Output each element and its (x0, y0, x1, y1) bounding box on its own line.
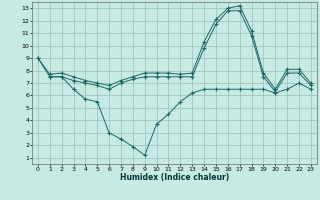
X-axis label: Humidex (Indice chaleur): Humidex (Indice chaleur) (120, 173, 229, 182)
